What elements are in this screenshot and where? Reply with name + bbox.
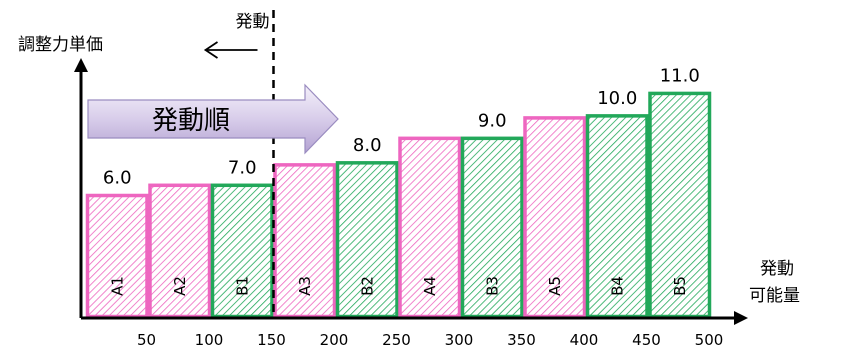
bars-layer: A1 A2 B1 A3 B2 A4 B3 A5 B4 B5 <box>85 91 712 319</box>
bar-label-b4: B4 <box>608 276 626 296</box>
y-axis-arrowhead <box>74 58 88 72</box>
x-axis-arrowhead <box>734 311 748 325</box>
bar-label-b2: B2 <box>358 276 376 296</box>
x-tick-450: 450 <box>632 331 661 348</box>
value-label-b4: 10.0 <box>597 88 637 109</box>
value-labels: 6.0 7.0 8.0 9.0 10.0 11.0 <box>103 65 700 188</box>
x-tick-150: 150 <box>257 331 286 348</box>
bar-label-a3: A3 <box>296 276 314 296</box>
bar-a3 <box>273 163 337 319</box>
cutoff-label: 発動 <box>236 12 270 32</box>
bar-a4 <box>398 136 462 319</box>
bar-label-b3: B3 <box>483 276 501 296</box>
x-tick-300: 300 <box>445 331 474 348</box>
order-arrow-shape <box>87 83 339 155</box>
value-label-b1: 7.0 <box>228 157 257 178</box>
x-tick-200: 200 <box>320 331 349 348</box>
bar-label-a2: A2 <box>171 276 189 296</box>
bar-label-a1: A1 <box>108 276 126 296</box>
x-axis-label-line1: 発動 <box>760 259 794 279</box>
bar-label-a5: A5 <box>546 276 564 296</box>
value-label-a1: 6.0 <box>103 168 132 189</box>
bar-b1 <box>210 183 274 319</box>
bar-a1 <box>85 193 149 319</box>
bar-label-b5: B5 <box>671 276 689 296</box>
value-label-b2: 8.0 <box>353 135 382 156</box>
x-tick-100: 100 <box>195 331 224 348</box>
bar-b2 <box>335 161 399 319</box>
order-arrow-label: 発動順 <box>152 106 230 136</box>
x-tick-500: 500 <box>695 331 724 348</box>
bar-a5 <box>523 116 587 319</box>
value-label-b5: 11.0 <box>660 65 700 86</box>
bar-label-b1: B1 <box>233 276 251 296</box>
axes <box>74 58 748 325</box>
x-tick-350: 350 <box>507 331 536 348</box>
x-tick-50: 50 <box>137 331 156 348</box>
x-tick-250: 250 <box>382 331 411 348</box>
x-axis-label-line2: 可能量 <box>749 286 800 306</box>
bar-b3 <box>460 136 524 319</box>
order-arrow: 発動順 <box>87 83 339 155</box>
bar-label-a4: A4 <box>421 276 439 296</box>
value-label-b3: 9.0 <box>478 110 507 131</box>
x-tick-400: 400 <box>570 331 599 348</box>
y-axis-label: 調整力単価 <box>18 35 103 55</box>
x-tick-labels: 50 100 150 200 250 300 350 400 450 500 <box>137 331 723 348</box>
cutoff-left-arrow-icon <box>203 41 258 59</box>
